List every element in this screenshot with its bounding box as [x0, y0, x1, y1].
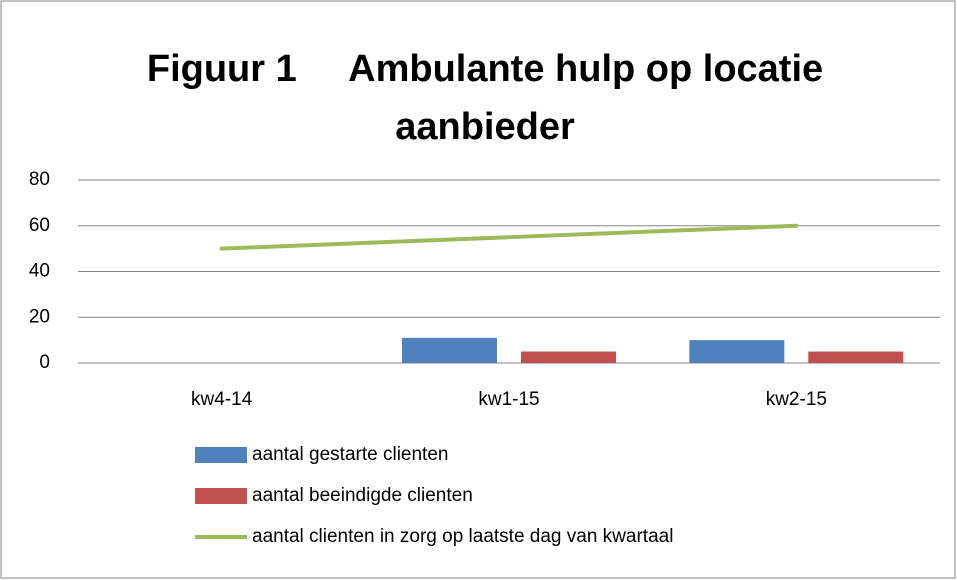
bar — [689, 340, 785, 363]
y-tick-label: 60 — [29, 215, 50, 236]
legend-label: aantal gestarte clienten — [252, 444, 448, 465]
x-tick-label: kw1-15 — [478, 389, 539, 410]
y-tick-label: 80 — [29, 169, 50, 190]
legend-swatch — [195, 447, 247, 463]
y-tick-label: 40 — [29, 261, 50, 282]
y-tick-label: 0 — [39, 352, 50, 373]
bar — [402, 337, 497, 363]
bar — [521, 351, 616, 363]
chart-title: Figuur 1 Ambulante hulp op locatie aanbi… — [146, 48, 834, 148]
line — [219, 223, 799, 251]
y-tick-label: 20 — [29, 306, 50, 327]
x-tick-label: kw2-15 — [766, 389, 827, 410]
legend-label: aantal clienten in zorg op laatste dag v… — [252, 526, 673, 547]
legend-swatch — [195, 488, 247, 504]
bar — [808, 351, 904, 363]
x-tick-label: kw4-14 — [191, 389, 253, 410]
legend-label: aantal beeindigde clienten — [252, 485, 473, 506]
